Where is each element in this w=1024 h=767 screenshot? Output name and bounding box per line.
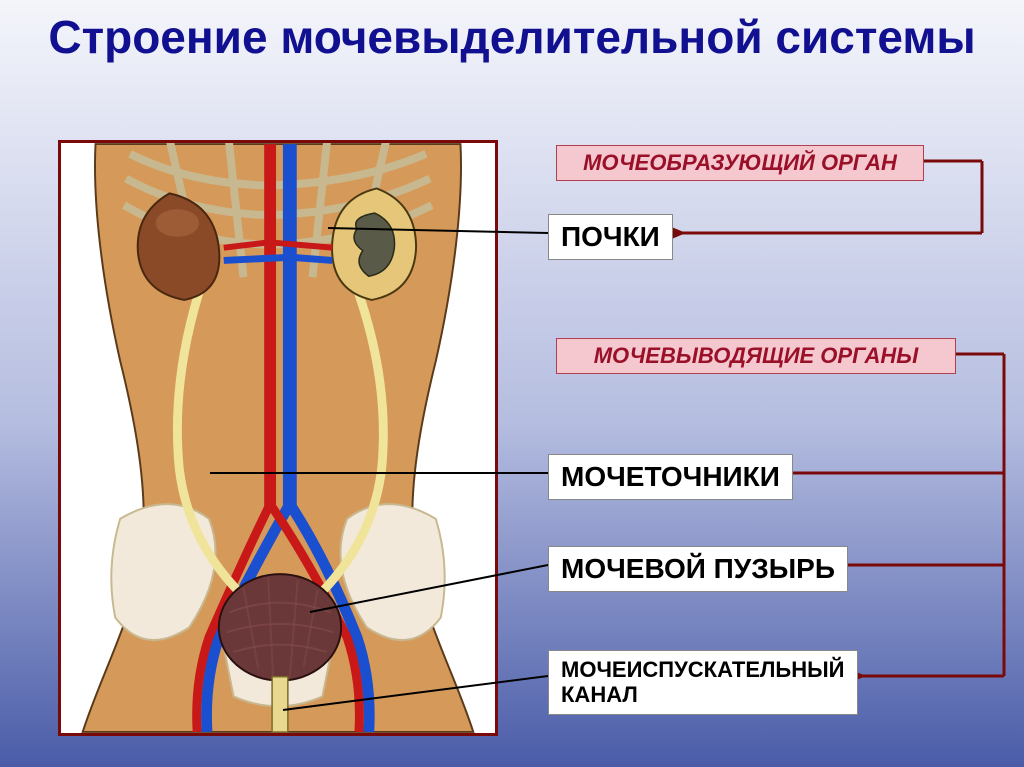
label-bladder: МОЧЕВОЙ ПУЗЫРЬ	[548, 546, 848, 592]
category-urine-excreting: МОЧЕВЫВОДЯЩИЕ ОРГАНЫ	[556, 338, 956, 374]
category-urine-forming: МОЧЕОБРАЗУЮЩИЙ ОРГАН	[556, 145, 924, 181]
label-kidneys: ПОЧКИ	[548, 214, 673, 260]
label-ureters: МОЧЕТОЧНИКИ	[548, 454, 793, 500]
label-text: МОЧЕИСПУСКАТЕЛЬНЫЙ КАНАЛ	[561, 657, 844, 707]
page-title: Строение мочевыделительной системы	[0, 12, 1024, 63]
label-text: ПОЧКИ	[561, 221, 660, 252]
label-urethra: МОЧЕИСПУСКАТЕЛЬНЫЙ КАНАЛ	[548, 650, 858, 715]
category-label: МОЧЕВЫВОДЯЩИЕ ОРГАНЫ	[594, 343, 919, 368]
label-text: МОЧЕТОЧНИКИ	[561, 461, 780, 492]
category-label: МОЧЕОБРАЗУЮЩИЙ ОРГАН	[583, 150, 897, 175]
anatomy-illustration	[61, 143, 495, 733]
anatomy-frame	[58, 140, 498, 736]
label-text: МОЧЕВОЙ ПУЗЫРЬ	[561, 553, 835, 584]
